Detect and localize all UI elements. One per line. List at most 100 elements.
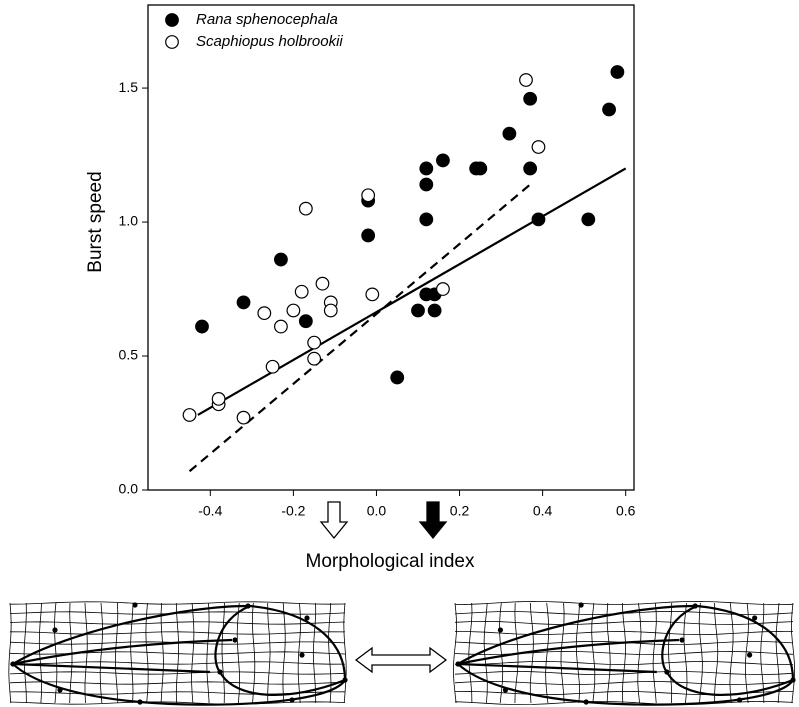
point <box>523 161 538 176</box>
grid-line <box>9 601 346 605</box>
plot-frame <box>147 4 635 491</box>
landmark <box>10 661 16 667</box>
grid-line <box>251 602 256 704</box>
grid-line <box>468 602 473 704</box>
point <box>602 102 616 117</box>
point <box>581 212 596 227</box>
grid-line <box>560 602 565 704</box>
midline <box>12 638 233 666</box>
point <box>307 351 322 366</box>
point <box>298 201 313 216</box>
body-outline <box>455 602 796 706</box>
legend-marker <box>165 35 179 49</box>
point <box>523 91 538 106</box>
landmark <box>217 669 223 675</box>
grid-line <box>637 602 642 704</box>
grid-line <box>9 671 346 675</box>
legend-label: Scaphiopus holbrookii <box>196 33 343 50</box>
point <box>274 252 288 267</box>
x-tick-label: 0.6 <box>616 503 636 519</box>
grid-line <box>760 602 765 704</box>
grid-line <box>130 602 134 704</box>
point <box>298 314 313 329</box>
grid-line <box>267 602 271 704</box>
point <box>323 303 338 318</box>
grid-line <box>454 620 794 626</box>
grid-line <box>221 602 225 704</box>
point <box>361 188 376 203</box>
midline <box>12 662 211 674</box>
point <box>436 153 450 168</box>
landmark <box>137 699 143 705</box>
grid-line <box>454 630 794 636</box>
landmark <box>679 637 685 643</box>
landmark <box>342 677 348 683</box>
deformation-grid <box>452 600 796 706</box>
x-axis-label: Morphological index <box>306 551 475 572</box>
grid-line <box>545 602 550 704</box>
point <box>274 319 288 334</box>
point <box>419 161 434 176</box>
landmark <box>502 687 509 693</box>
midline <box>457 638 680 666</box>
grid-line <box>145 602 149 704</box>
point <box>236 295 251 310</box>
grid-line <box>698 602 703 704</box>
grid-line <box>775 602 780 704</box>
grid-line <box>282 602 286 704</box>
y-tick-label: 1.0 <box>119 213 139 229</box>
grid-line <box>621 602 626 704</box>
fit-line <box>188 183 531 473</box>
grid-line <box>455 660 794 666</box>
landmark <box>747 652 753 658</box>
point <box>502 126 517 141</box>
x-tick-label: -0.2 <box>281 503 305 519</box>
grid-line <box>99 602 103 704</box>
head-outline <box>661 604 794 697</box>
point <box>419 177 434 192</box>
grid-line <box>454 670 794 676</box>
grid-line <box>9 651 346 655</box>
grid-line <box>9 661 346 665</box>
point <box>436 282 450 296</box>
point <box>519 73 533 87</box>
y-tick-label: 0.5 <box>119 347 139 363</box>
landmark <box>497 627 504 633</box>
fit-line <box>197 167 627 416</box>
point <box>531 140 546 154</box>
landmark <box>299 652 305 658</box>
grid-line <box>483 602 488 704</box>
grid-line <box>191 602 195 704</box>
legend-label: Rana sphenocephala <box>196 11 338 28</box>
x-tick-label: 0.0 <box>367 503 387 519</box>
point <box>531 212 546 227</box>
grid-line <box>9 701 346 705</box>
point <box>182 408 197 422</box>
point <box>236 410 251 425</box>
filled-arrow <box>418 501 448 540</box>
grid-line <box>668 602 673 704</box>
body-outline <box>10 602 348 706</box>
grid-line <box>343 602 347 704</box>
open-arrow <box>319 501 349 540</box>
landmark <box>57 687 63 693</box>
grid-line <box>454 700 794 706</box>
grid-line <box>8 602 12 704</box>
point <box>365 287 380 302</box>
point <box>473 161 488 176</box>
landmark <box>583 699 589 705</box>
x-tick-label: 0.2 <box>450 503 470 519</box>
grid-line <box>714 602 719 704</box>
landmark <box>245 603 251 609</box>
grid-line <box>499 602 504 704</box>
landmark <box>132 602 138 608</box>
landmark <box>304 615 310 621</box>
grid-line <box>454 650 794 656</box>
point <box>427 303 442 318</box>
grid-line <box>591 602 596 704</box>
y-tick-label: 1.5 <box>119 79 139 95</box>
landmark <box>578 602 584 608</box>
landmark <box>692 603 698 609</box>
grid-line <box>575 602 580 704</box>
grid-line <box>38 602 43 704</box>
